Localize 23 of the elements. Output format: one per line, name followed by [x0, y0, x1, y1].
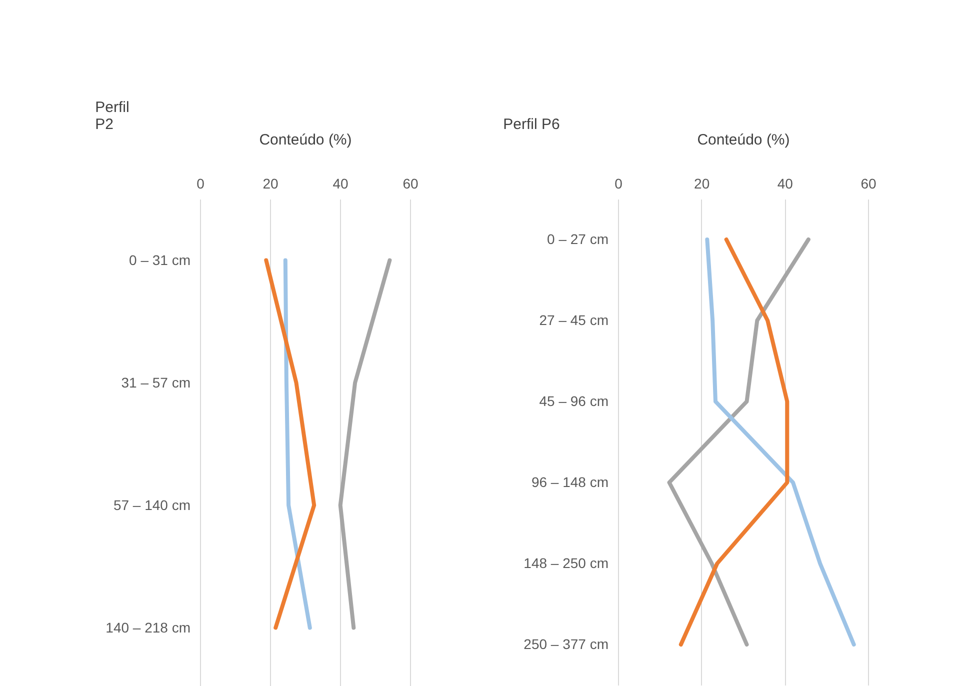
y-tick-label: 140 – 218 cm: [106, 619, 190, 636]
x-tick-label: 40: [332, 176, 348, 192]
x-tick-label: 40: [777, 176, 794, 192]
x-tick-label: 20: [694, 176, 710, 192]
y-tick-label: 0 – 27 cm: [547, 231, 608, 247]
y-tick-label: 31 – 57 cm: [121, 374, 190, 390]
y-tick-label: 250 – 377 cm: [524, 636, 608, 652]
y-tick-label: 27 – 45 cm: [539, 312, 608, 328]
x-tick-label: 20: [262, 176, 278, 192]
y-tick-label: 96 – 148 cm: [531, 474, 608, 490]
y-tick-label: 57 – 140 cm: [113, 496, 190, 513]
y-tick-label: 0 – 31 cm: [129, 252, 190, 268]
x-axis-title: Conteúdo (%): [697, 132, 790, 148]
x-axis-title: Conteúdo (%): [259, 132, 352, 148]
y-tick-label: 148 – 250 cm: [524, 555, 608, 571]
x-tick-label: 0: [614, 176, 623, 192]
x-tick-label: 0: [196, 176, 205, 192]
x-tick-label: 60: [402, 176, 418, 192]
x-tick-label: 60: [860, 176, 876, 192]
text: P2: [95, 116, 114, 133]
y-tick-label: 45 – 96 cm: [539, 393, 608, 409]
chart-title: Perfil P6: [503, 116, 560, 133]
text: Perfil: [95, 99, 130, 116]
